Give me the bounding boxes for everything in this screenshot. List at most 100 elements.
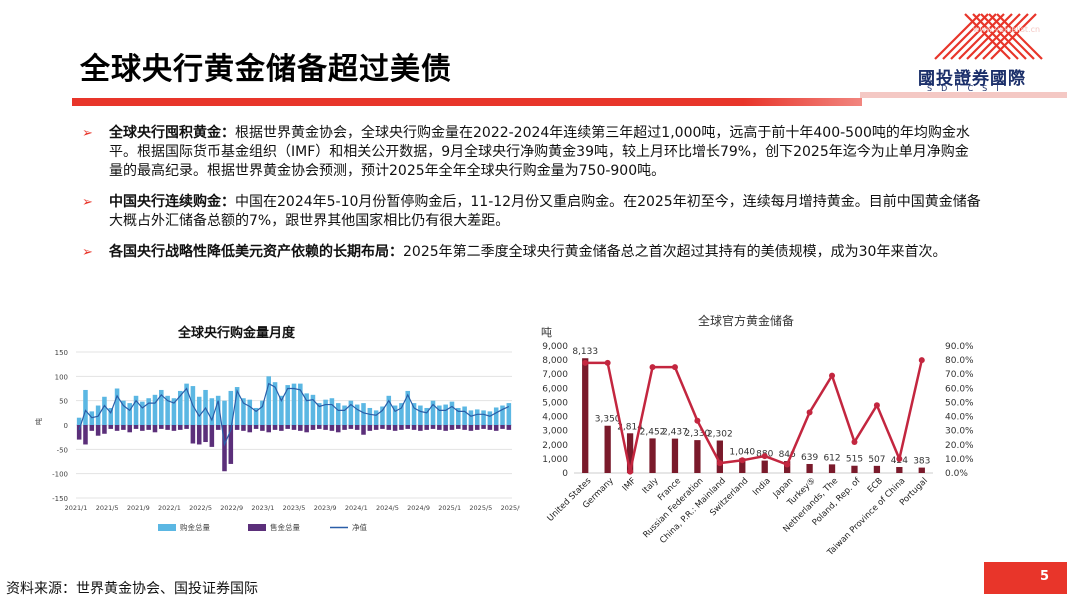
- y-tick-label: 6,000: [542, 384, 568, 394]
- y2-tick-label: 70.0%: [945, 370, 974, 380]
- bar-sell: [399, 425, 404, 430]
- bar-sell: [209, 425, 215, 447]
- bar-buy: [165, 395, 170, 425]
- y-tick-label: 0: [562, 469, 568, 479]
- y-tick-label: 7,000: [542, 370, 568, 380]
- bar-sell: [481, 425, 486, 429]
- bar-buy: [304, 393, 309, 425]
- y-axis-label: 吨: [34, 418, 43, 425]
- bar-sell: [386, 425, 392, 430]
- x-tick-label: 2021/9: [127, 504, 150, 512]
- bar-sell: [114, 425, 120, 431]
- monthly-purchase-chart: 150 100 50 0 -50 -100 -150 吨 2021/1 2021/5 2021/9 2…: [34, 349, 520, 532]
- bar-buy: [329, 398, 335, 425]
- bar-buy: [462, 406, 467, 425]
- y2-tick-label: 80.0%: [945, 356, 974, 366]
- bar-sell: [184, 425, 189, 429]
- y2-tick-label: 20.0%: [945, 441, 974, 451]
- point-share: [873, 402, 880, 409]
- bar-tonnes: [828, 464, 836, 473]
- bar-sell: [83, 425, 88, 445]
- point-share: [671, 364, 678, 371]
- data-label: 3,350: [595, 415, 621, 425]
- bar-buy: [506, 403, 512, 425]
- bar-sell: [247, 425, 253, 433]
- bar-sell: [304, 425, 309, 433]
- bar-sell: [171, 425, 177, 431]
- bar-sell: [430, 425, 436, 429]
- y-tick-label: 150: [55, 349, 68, 357]
- point-share: [806, 409, 813, 416]
- x-tick-label: 2022/9: [220, 504, 243, 512]
- bar-tonnes: [582, 358, 589, 473]
- bar-buy: [468, 410, 474, 425]
- bar-buy: [481, 410, 486, 425]
- bar-sell: [146, 425, 151, 430]
- bar-buy: [133, 395, 139, 425]
- bar-sell: [102, 425, 107, 434]
- bar-buy: [234, 387, 240, 425]
- bar-sell: [152, 425, 158, 433]
- bar-sell: [285, 425, 290, 429]
- bar-buy: [500, 405, 505, 425]
- y-tick-label: 0: [64, 422, 68, 430]
- bar-sell: [373, 425, 379, 430]
- x-tick-label: 2022/1: [158, 504, 181, 512]
- point-share: [896, 455, 903, 462]
- y-tick-label: -100: [52, 471, 68, 479]
- bar-tonnes: [604, 425, 611, 473]
- x-tick-label: 2021/1: [65, 504, 88, 512]
- bar-buy: [354, 404, 360, 425]
- bullet-lead: 中国央行连续购金：: [109, 194, 235, 210]
- y-tick-label: 50: [59, 398, 68, 406]
- bar-buy: [209, 398, 215, 425]
- bar-buy: [152, 394, 158, 425]
- data-label: 612: [823, 453, 840, 463]
- bar-sell: [424, 425, 429, 430]
- bar-buy: [291, 383, 297, 425]
- point-share: [784, 461, 791, 468]
- bar-sell: [222, 425, 227, 472]
- bar-sell: [418, 425, 423, 431]
- bar-tonnes: [806, 463, 813, 473]
- bar-buy: [298, 383, 303, 425]
- data-label: 8,133: [572, 347, 598, 357]
- bar-sell: [260, 425, 265, 431]
- bar-sell: [190, 425, 196, 444]
- bar-tonnes: [716, 440, 723, 473]
- bar-sell: [392, 425, 398, 431]
- company-logo-icon: www.valuelist.cn: [934, 13, 1043, 60]
- bar-sell: [437, 425, 442, 430]
- bar-sell: [462, 425, 467, 430]
- company-logo-subtitle: SDICSI: [927, 84, 1008, 93]
- bar-sell: [323, 425, 328, 430]
- point-share: [716, 460, 723, 467]
- y-tick-label: 4,000: [542, 413, 568, 423]
- bar-sell: [361, 425, 366, 435]
- point-share: [582, 359, 589, 366]
- official-reserves-chart-title: 全球官方黄金储备: [698, 314, 795, 328]
- bullet-lead: 各国央行战略性降低美元资产依赖的长期布局：: [109, 244, 403, 260]
- bar-buy: [272, 382, 278, 425]
- bar-sell: [76, 425, 82, 440]
- bar-buy: [140, 401, 145, 425]
- bar-sell: [329, 425, 335, 431]
- bar-sell: [367, 425, 373, 431]
- bar-tonnes: [649, 438, 656, 473]
- page-number: 5: [1039, 569, 1049, 584]
- bar-sell: [317, 425, 322, 429]
- bar-sell: [298, 425, 303, 431]
- bar-sell: [348, 425, 354, 429]
- data-label: 2,814: [617, 422, 643, 432]
- bar-tonnes: [739, 458, 746, 473]
- bar-buy: [430, 400, 436, 425]
- data-label: 515: [846, 455, 863, 465]
- bar-buy: [361, 403, 366, 425]
- y-tick-label: -150: [52, 495, 68, 503]
- bar-buy: [102, 396, 107, 425]
- bullet-text: 2025年第二季度全球央行黄金储备总之首次超过其持有的美债规模，成为30年来首次…: [403, 244, 947, 260]
- data-label: 639: [801, 453, 818, 463]
- bar-buy: [474, 409, 480, 425]
- bar-tonnes: [896, 467, 903, 473]
- x-tick-label: 2025/5: [469, 504, 492, 512]
